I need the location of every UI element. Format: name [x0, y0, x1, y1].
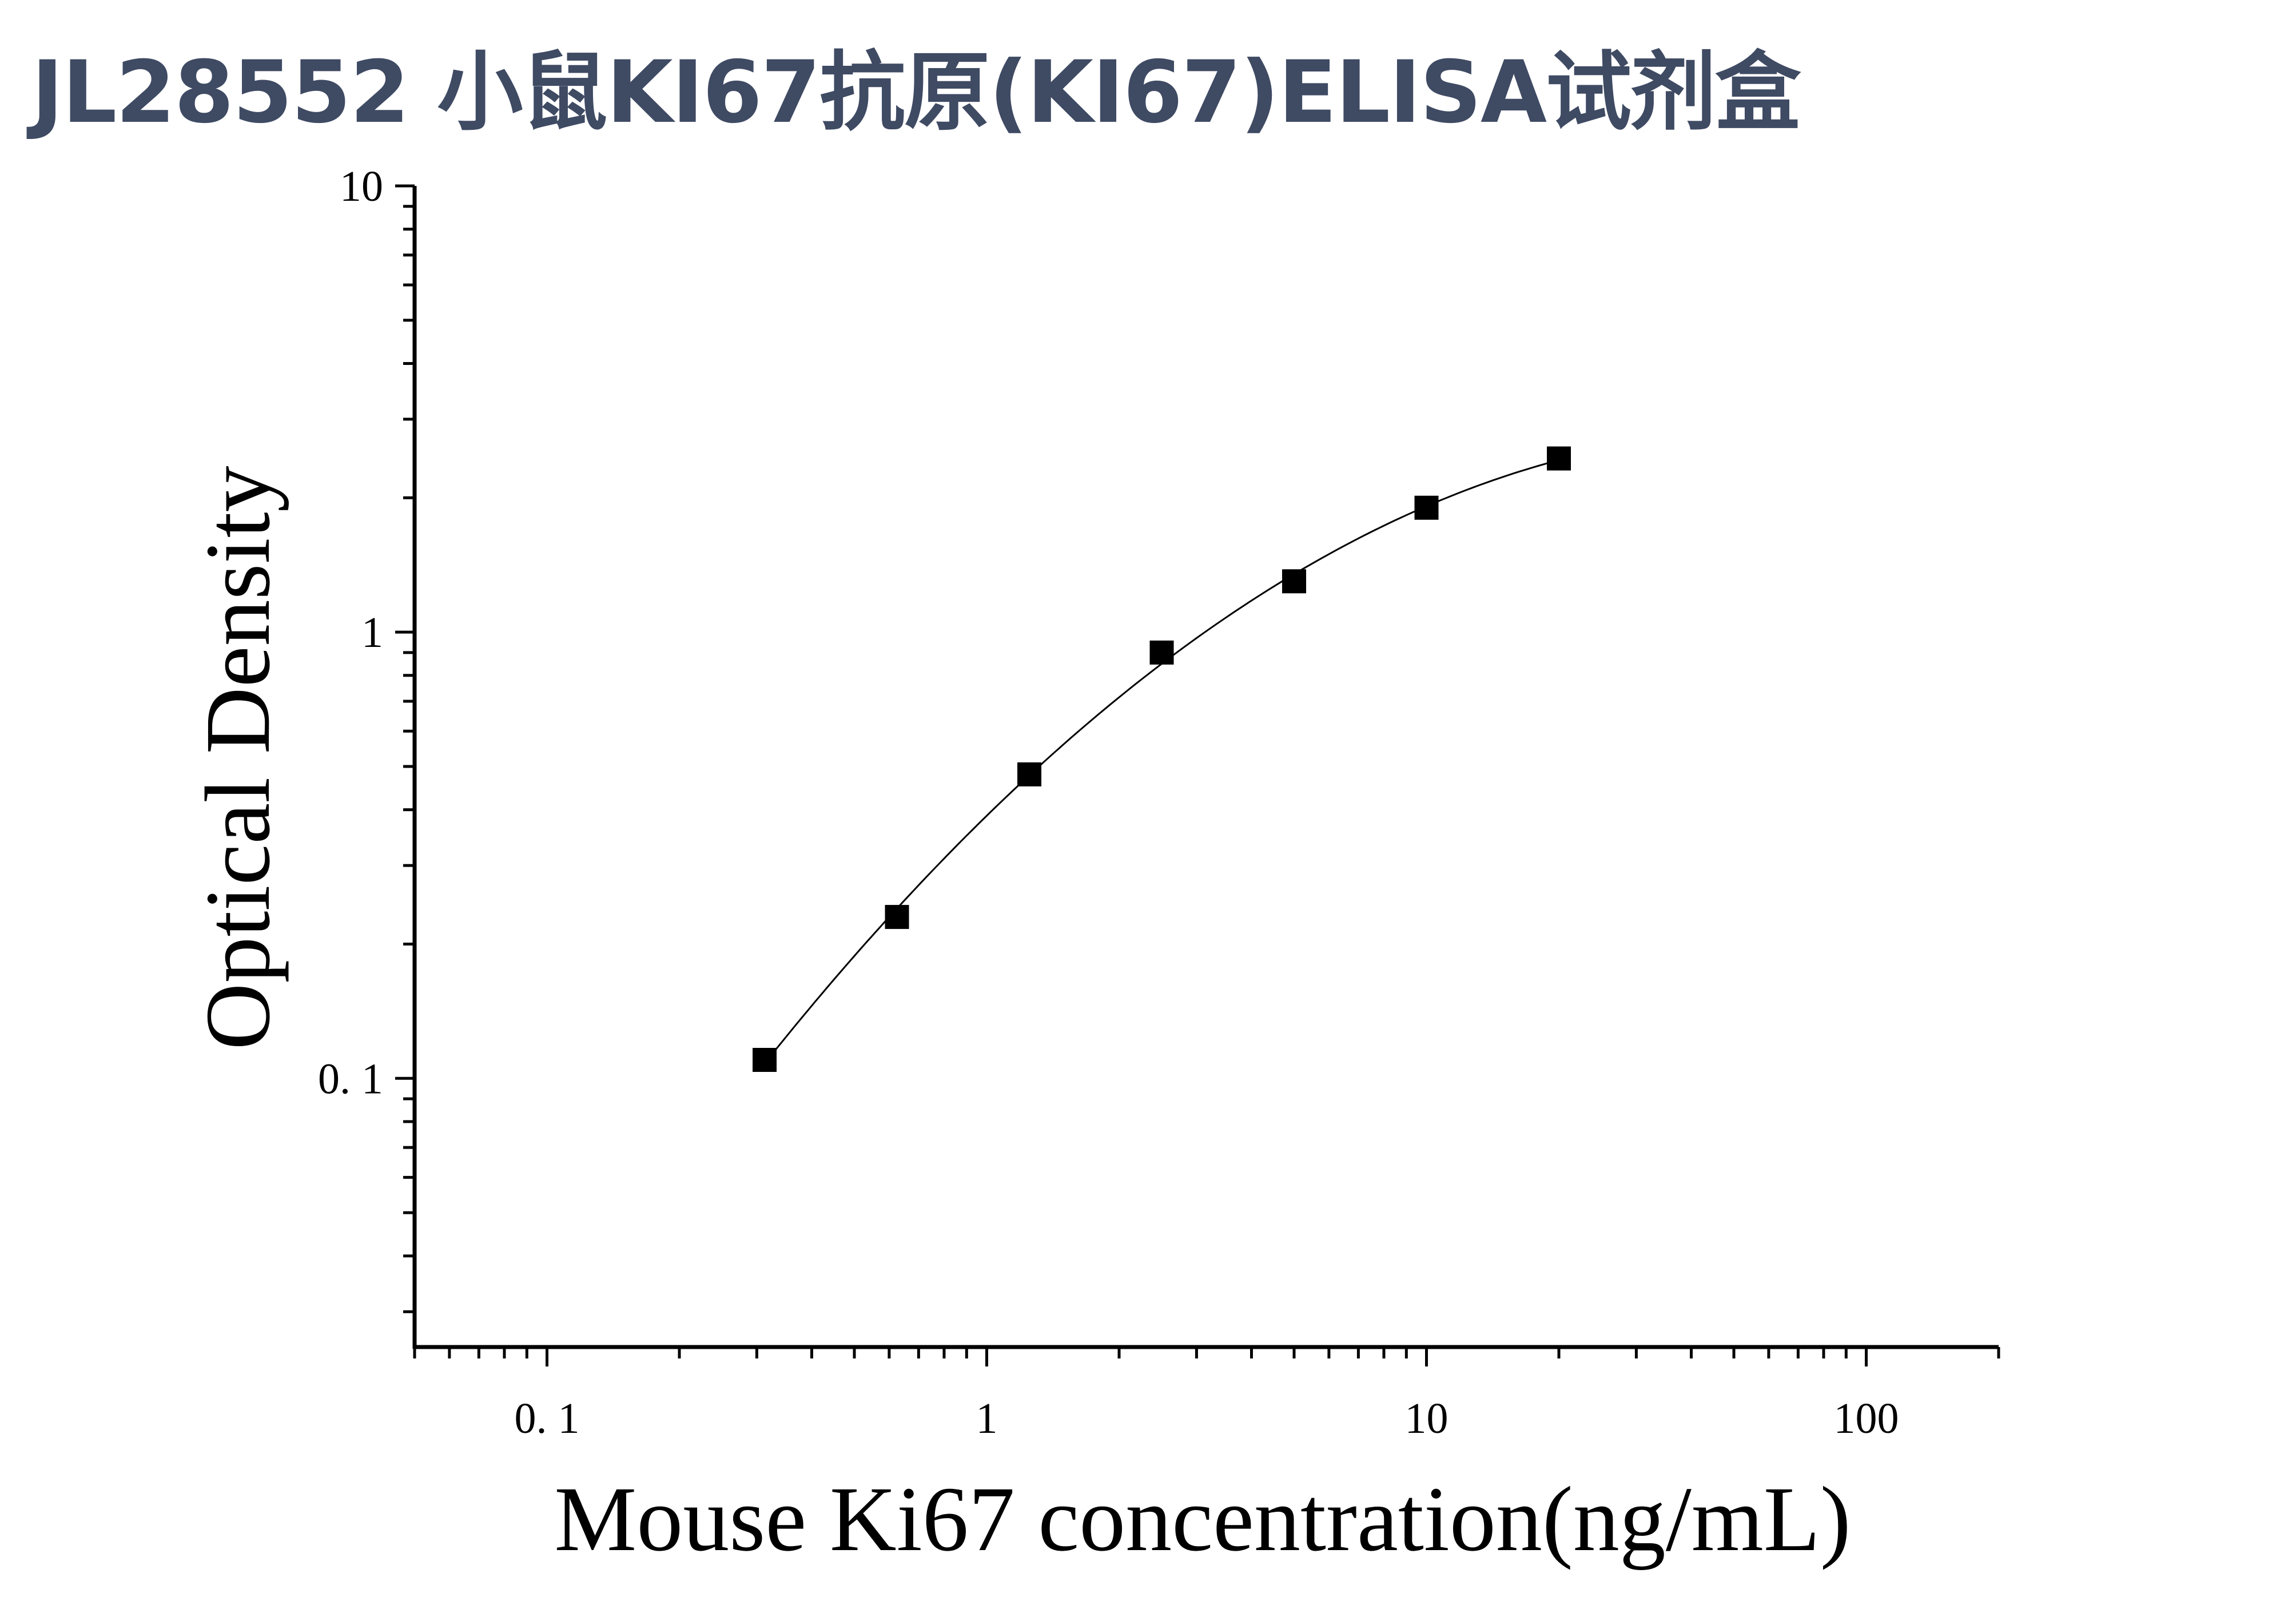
y-tick-label: 0. 1 — [318, 1055, 383, 1103]
fit-curve-path — [767, 459, 1559, 1059]
fit-curve — [767, 459, 1559, 1059]
data-point — [1414, 495, 1439, 520]
x-axis-label: Mouse Ki67 concentration(ng/mL) — [554, 1468, 1851, 1571]
data-point — [1546, 446, 1571, 471]
data-points — [753, 446, 1571, 1072]
y-axis-label: Optical Density — [187, 466, 289, 1050]
data-point — [1282, 569, 1307, 594]
chart-title: JL28552 小鼠KI67抗原(KI67)ELISA试剂盒 — [31, 43, 1801, 142]
x-tick-label: 100 — [1834, 1395, 1899, 1443]
ticks: 0. 1 1 10 100 0. 1 1 10 — [318, 162, 2000, 1443]
data-point — [753, 1048, 777, 1072]
y-tick-label: 1 — [361, 609, 383, 657]
axes — [412, 186, 1999, 1349]
y-tick-label: 10 — [340, 162, 383, 210]
x-tick-label: 10 — [1405, 1395, 1449, 1443]
x-tick-label: 0. 1 — [514, 1395, 579, 1443]
x-tick-label: 1 — [976, 1395, 997, 1443]
data-point — [1017, 762, 1042, 786]
data-point — [885, 905, 909, 929]
data-point — [1149, 640, 1174, 665]
